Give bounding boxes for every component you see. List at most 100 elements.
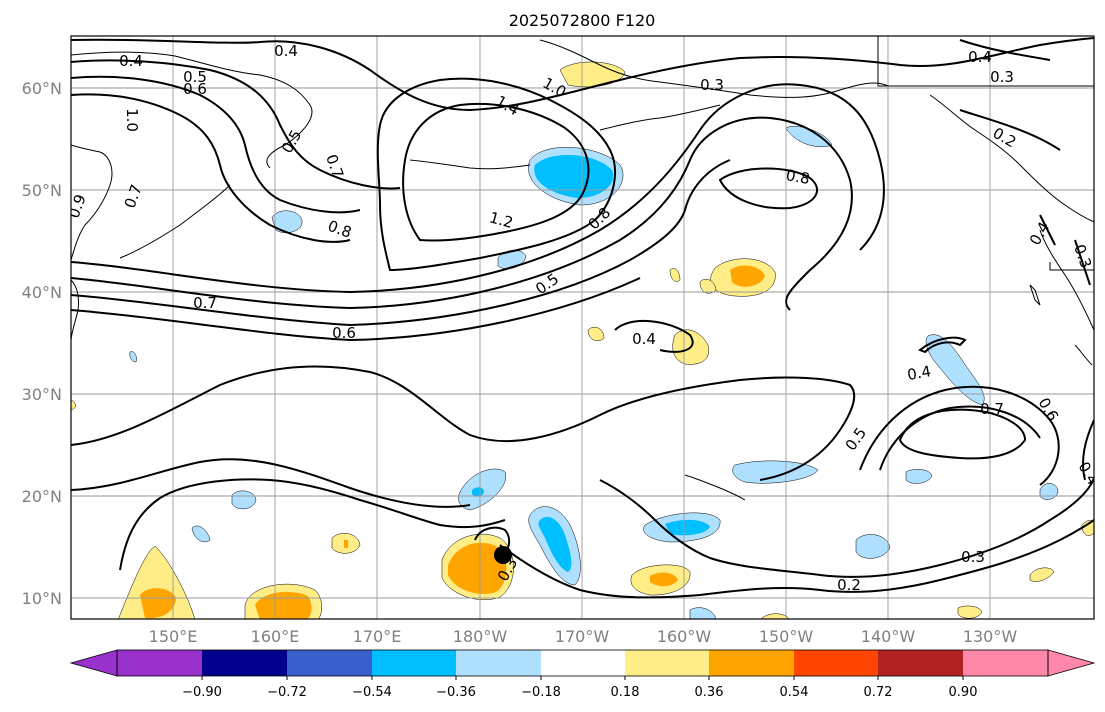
lon-label: 150°W [759,627,814,646]
anomaly-light-blue [905,469,933,484]
lon-label: 180°W [453,627,508,646]
anomaly-light-blue [271,210,303,233]
colorbar-tick-label: −0.54 [352,685,392,700]
contour-label: 0.4 [906,362,933,384]
contour-label: 0.3 [1070,242,1095,271]
anomaly-blue [665,519,710,536]
contour-label: 0.2 [837,576,861,594]
colorbar-max-arrow [1047,649,1096,677]
anomaly-yellow [761,613,790,619]
colorbar-cell [117,650,202,676]
contour-label: 0.4 [1026,219,1054,249]
graticule [71,36,1094,619]
colorbar-cell [709,650,794,676]
colorbar-cell [202,650,287,676]
colorbar-cell [541,650,625,676]
anomaly-yellow [1081,520,1094,536]
anomaly-yellow [957,605,983,619]
map-area: 0.4 0.5 0.6 1.0 0.4 1.0 1.4 0.3 0.4 0.3 … [65,36,1103,619]
contour-label: 0.4 [1075,459,1103,489]
contour-label: 0.4 [119,52,143,70]
lon-label: 160°E [251,627,300,646]
anomaly-yellow [559,61,626,88]
lon-label: 150°E [149,627,198,646]
longitude-labels: 150°E 160°E 170°E 180°W 170°W 160°W 150°… [149,627,1018,646]
anomaly-yellow [71,399,76,411]
anomaly-orange [448,542,507,595]
contour-label: 0.6 [1035,395,1063,425]
colorbar-cell [456,650,541,676]
colorbar-ticks [201,676,964,680]
anomaly-light-blue [785,126,833,148]
anomaly-light-blue [732,460,819,484]
colorbar-tick-label: −0.72 [267,685,307,700]
storm-center-marker [494,546,512,564]
colorbar-tick-label: 0.36 [695,685,724,700]
lat-label: 20°N [22,487,62,506]
lon-label: 140°W [861,627,916,646]
colorbar-cells [117,650,1048,676]
colorbar-cell [287,650,372,676]
anomaly-light-blue [855,534,891,559]
anomaly-orange [255,591,312,619]
map-title: 2025072800 F120 [509,11,656,30]
contour-label: 0.6 [183,80,207,98]
colorbar-cell [963,650,1048,676]
anomaly-yellow [699,279,717,294]
colorbar: −0.90 −0.72 −0.54 −0.36 −0.18 0.18 0.36 … [69,649,1096,700]
contour-label: 0.4 [274,42,298,60]
lat-label: 60°N [22,79,62,98]
anomaly-light-blue [1039,483,1059,500]
colorbar-tick-label: −0.18 [521,685,561,700]
anomaly-light-blue [129,351,137,363]
lon-label: 130°W [963,627,1018,646]
colorbar-cell [372,650,456,676]
contour-label: 0.4 [632,330,656,348]
lon-label: 170°E [353,627,402,646]
contour-label: 0.9 [65,192,90,221]
contour-label: 0.5 [842,424,870,454]
contour-label: 0.7 [322,152,347,181]
anomaly-light-blue [689,607,716,619]
contour-label: 0.8 [325,217,354,242]
contour-label: 0.6 [332,324,356,342]
contour-label: 0.8 [785,166,812,188]
colorbar-min-arrow [69,649,118,677]
colorbar-tick-label: −0.36 [436,685,476,700]
colorbar-tick-label: 0.72 [864,685,893,700]
anomaly-orange [730,265,765,287]
colorbar-cell [625,650,709,676]
lat-label: 10°N [22,589,62,608]
contour-lines [71,37,1094,599]
lat-label: 30°N [22,385,62,404]
contour-label: 0.3 [990,68,1014,86]
anomaly-yellow [669,268,681,282]
contour-label: 0.3 [961,548,985,566]
latitude-labels: 60°N 50°N 40°N 30°N 20°N 10°N [22,79,62,608]
anomaly-yellow [587,327,605,341]
anomaly-orange [344,540,348,548]
anomaly-blue [538,516,572,572]
contour-label: 0.8 [585,204,615,234]
coastlines [71,36,1094,501]
anomaly-blue [472,487,484,497]
colorbar-frame [116,649,1049,677]
contour-label: 0.7 [193,294,217,312]
contour-label: 1.2 [487,208,515,232]
contour-label: 0.4 [968,48,992,66]
anomaly-light-blue [191,525,211,543]
contour-label: 1.4 [493,92,523,120]
colorbar-tick-label: 0.90 [949,685,978,700]
map-frame [70,35,1095,620]
anomaly-yellow [1029,567,1055,582]
anomaly-orange [650,572,678,587]
anomaly-light-blue [231,490,257,510]
colorbar-cell [794,650,878,676]
colorbar-tick-label: 0.54 [780,685,809,700]
anomaly-orange [140,588,176,619]
lon-label: 160°W [657,627,712,646]
lon-label: 170°W [555,627,610,646]
contour-label: 1.0 [123,108,141,132]
lat-label: 40°N [22,283,62,302]
